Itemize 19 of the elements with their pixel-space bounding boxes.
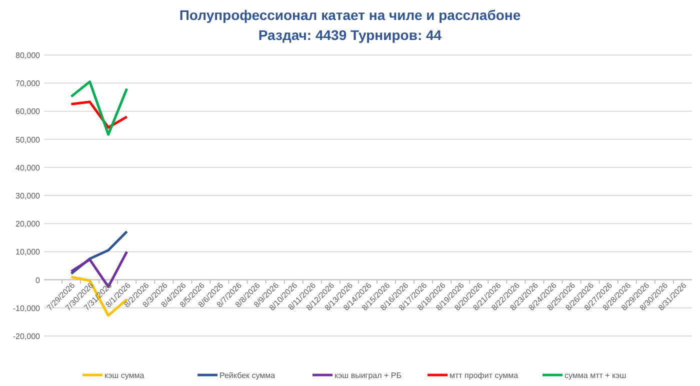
y-tick-label: 70,000: [16, 79, 41, 88]
y-tick-label: 50,000: [16, 135, 41, 144]
chart-subtitle: Раздач: 4439 Турниров: 44: [258, 27, 442, 43]
y-tick-label: 30,000: [16, 192, 41, 200]
y-tick-label: 60,000: [16, 107, 41, 116]
legend-label: кэш сумма: [104, 371, 145, 380]
y-tick-label: 40,000: [16, 163, 41, 172]
legend-label: сумма мтт + кэш: [564, 371, 626, 380]
y-tick-label: 80,000: [16, 51, 41, 60]
y-tick-label: 10,000: [16, 248, 41, 257]
y-tick-label: 0: [36, 276, 41, 285]
legend-label: мтт профит сумма: [450, 371, 519, 380]
legend-label: Рейкбек сумма: [220, 371, 276, 380]
y-tick-label: -10,000: [12, 304, 41, 313]
y-tick-label: -20,000: [12, 332, 41, 341]
legend-label: кэш выиграл + РБ: [334, 371, 402, 380]
y-tick-label: 20,000: [16, 220, 41, 229]
chart-title: Полупрофессионал катает на чиле и расслабоне: [179, 7, 521, 23]
line-series: [70, 80, 128, 136]
